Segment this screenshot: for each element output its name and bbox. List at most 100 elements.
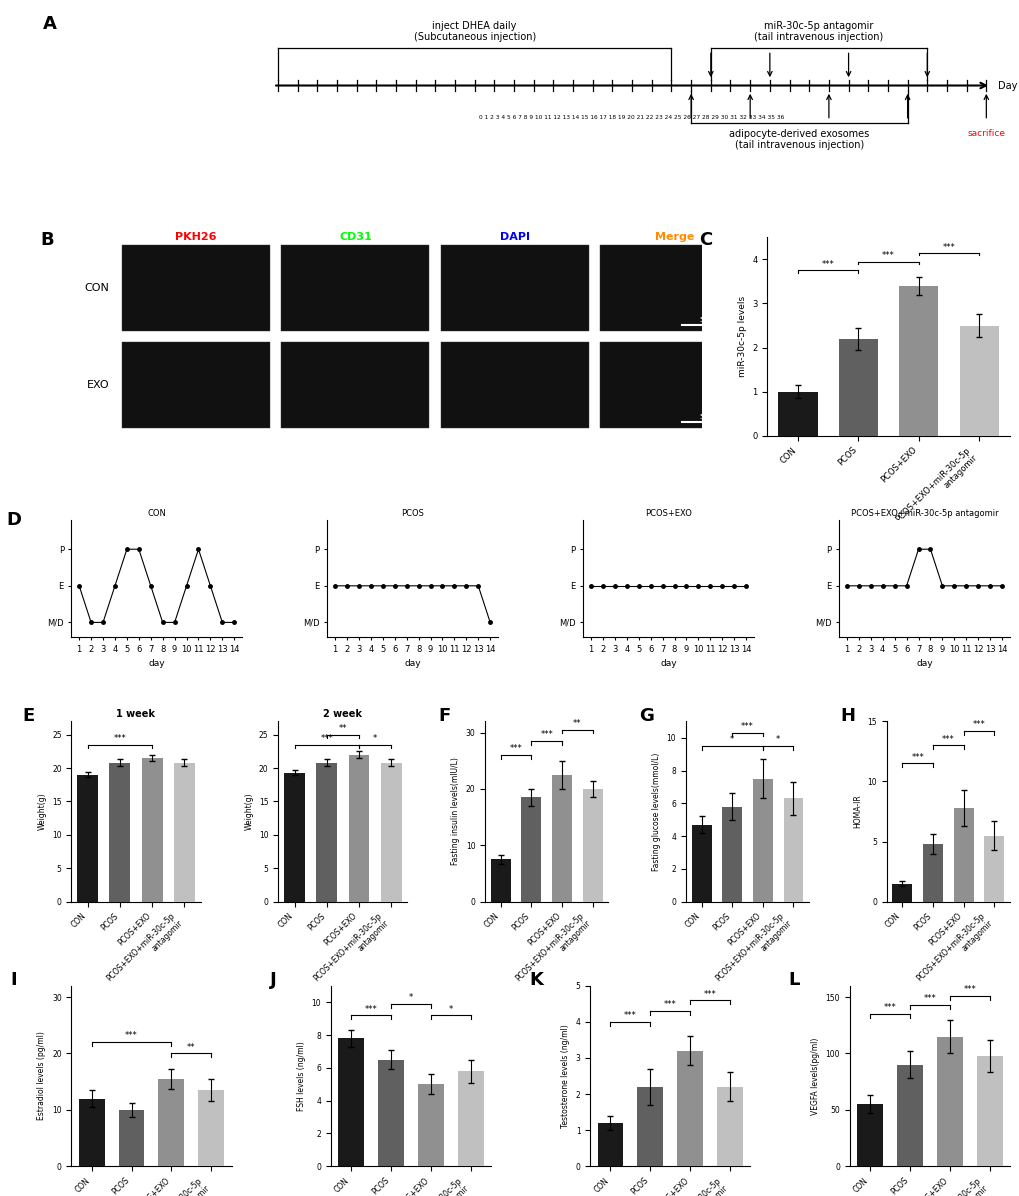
- Text: 50μm: 50μm: [698, 317, 718, 323]
- Text: ***: ***: [320, 734, 333, 743]
- FancyBboxPatch shape: [440, 245, 588, 330]
- Bar: [378, 1060, 404, 1166]
- Bar: [721, 806, 742, 902]
- Text: D: D: [6, 511, 21, 529]
- Bar: [637, 1087, 662, 1166]
- FancyBboxPatch shape: [440, 342, 588, 428]
- FancyBboxPatch shape: [440, 342, 588, 428]
- X-axis label: day: day: [659, 659, 677, 669]
- FancyBboxPatch shape: [281, 342, 429, 428]
- Text: ***: ***: [881, 251, 894, 261]
- Y-axis label: Weight(g): Weight(g): [38, 793, 47, 830]
- Bar: [142, 758, 162, 902]
- Bar: [78, 1099, 105, 1166]
- Text: **: **: [573, 719, 581, 728]
- FancyBboxPatch shape: [121, 245, 270, 330]
- Text: inject DHEA daily
(Subcutaneous injection): inject DHEA daily (Subcutaneous injectio…: [413, 20, 535, 42]
- Bar: [316, 763, 337, 902]
- Bar: [490, 860, 511, 902]
- Text: 0 1 2 3 4 5 6 7 8 9 10 11 12 13 14 15 16 17 18 19 20 21 22 23 24 25 26 27 28 29 : 0 1 2 3 4 5 6 7 8 9 10 11 12 13 14 15 16…: [479, 115, 784, 121]
- Bar: [521, 798, 541, 902]
- FancyBboxPatch shape: [121, 342, 270, 428]
- Bar: [935, 1037, 962, 1166]
- Bar: [777, 391, 817, 435]
- Text: EXO: EXO: [87, 380, 109, 390]
- Text: CON: CON: [85, 283, 109, 293]
- Text: J: J: [270, 971, 276, 989]
- Text: L: L: [788, 971, 799, 989]
- Text: A: A: [43, 16, 57, 33]
- FancyBboxPatch shape: [121, 342, 270, 428]
- Text: *: *: [373, 734, 377, 743]
- Bar: [856, 1104, 882, 1166]
- Text: C: C: [699, 232, 712, 250]
- Bar: [922, 844, 942, 902]
- Bar: [597, 1123, 623, 1166]
- Bar: [716, 1087, 743, 1166]
- Text: H: H: [840, 707, 854, 725]
- Bar: [348, 755, 369, 902]
- Text: ***: ***: [540, 731, 552, 739]
- Bar: [752, 779, 772, 902]
- Text: E: E: [22, 707, 35, 725]
- Title: 1 week: 1 week: [116, 709, 155, 719]
- Bar: [691, 824, 711, 902]
- Bar: [898, 286, 937, 435]
- Bar: [118, 1110, 145, 1166]
- FancyBboxPatch shape: [281, 245, 429, 330]
- Text: ***: ***: [910, 752, 923, 762]
- FancyBboxPatch shape: [281, 245, 429, 330]
- Text: *: *: [409, 993, 413, 1002]
- Text: *: *: [730, 736, 734, 744]
- Bar: [677, 1051, 702, 1166]
- Text: ***: ***: [942, 243, 955, 251]
- Title: PCOS+EXO+miR-30c-5p antagomir: PCOS+EXO+miR-30c-5p antagomir: [850, 508, 998, 518]
- Text: ***: ***: [364, 1005, 377, 1013]
- Y-axis label: HOMA-IR: HOMA-IR: [852, 794, 861, 829]
- Text: B: B: [40, 232, 53, 250]
- Text: F: F: [438, 707, 450, 725]
- Y-axis label: Fasting glucose levels(mmol/L): Fasting glucose levels(mmol/L): [651, 752, 660, 871]
- Bar: [158, 1079, 184, 1166]
- Text: Day: Day: [997, 80, 1016, 91]
- Text: ***: ***: [125, 1031, 138, 1041]
- Bar: [959, 325, 998, 435]
- Bar: [77, 775, 98, 902]
- Bar: [983, 836, 1004, 902]
- Bar: [337, 1038, 364, 1166]
- X-axis label: day: day: [404, 659, 421, 669]
- Y-axis label: VEGFA levels(pg/ml): VEGFA levels(pg/ml): [810, 1037, 819, 1115]
- Text: *: *: [448, 1005, 452, 1013]
- Bar: [896, 1064, 922, 1166]
- Y-axis label: miR-30c-5p levels: miR-30c-5p levels: [737, 295, 746, 377]
- Y-axis label: Estradiol levels (pg/ml): Estradiol levels (pg/ml): [38, 1032, 46, 1121]
- FancyBboxPatch shape: [121, 245, 270, 330]
- FancyBboxPatch shape: [281, 342, 429, 428]
- Text: ***: ***: [941, 734, 954, 744]
- Bar: [975, 1056, 1002, 1166]
- Text: CD31: CD31: [338, 232, 372, 243]
- Text: ***: ***: [663, 1000, 676, 1009]
- Bar: [551, 775, 572, 902]
- Bar: [173, 763, 195, 902]
- Text: K: K: [529, 971, 543, 989]
- Text: **: **: [186, 1043, 196, 1051]
- Text: miR-30c-5p antagomir
(tail intravenous injection): miR-30c-5p antagomir (tail intravenous i…: [754, 20, 882, 42]
- Y-axis label: FSH levels (ng/ml): FSH levels (ng/ml): [297, 1042, 306, 1111]
- Text: ***: ***: [882, 1003, 896, 1012]
- Text: ***: ***: [624, 1011, 636, 1020]
- Text: *: *: [775, 736, 780, 744]
- FancyBboxPatch shape: [600, 342, 748, 428]
- Bar: [458, 1072, 483, 1166]
- Text: ***: ***: [922, 994, 935, 1003]
- Text: 50μm: 50μm: [698, 414, 718, 420]
- Title: 2 week: 2 week: [323, 709, 362, 719]
- Text: ***: ***: [510, 744, 522, 753]
- Text: ***: ***: [703, 989, 716, 999]
- X-axis label: day: day: [915, 659, 932, 669]
- Text: G: G: [639, 707, 653, 725]
- Y-axis label: Testosterone levels (ng/ml): Testosterone levels (ng/ml): [560, 1024, 570, 1128]
- Text: DAPI: DAPI: [499, 232, 530, 243]
- FancyBboxPatch shape: [600, 245, 748, 330]
- Title: PCOS+EXO: PCOS+EXO: [644, 508, 691, 518]
